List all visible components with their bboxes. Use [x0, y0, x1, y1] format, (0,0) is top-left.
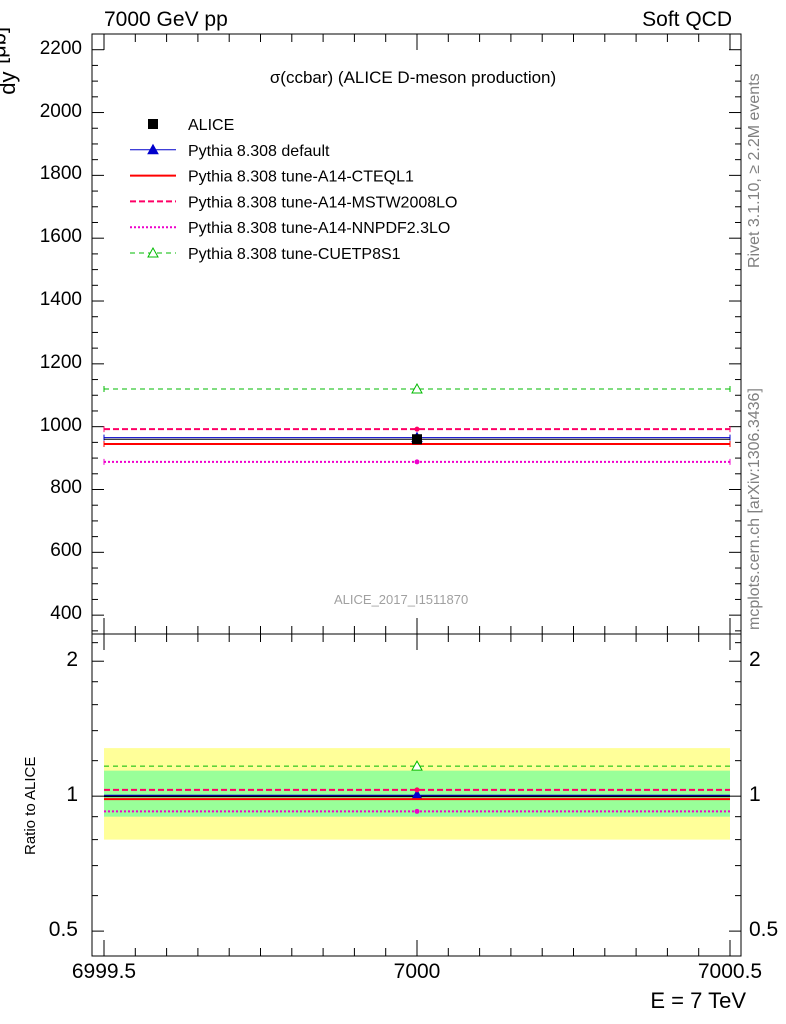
data-point-alice	[412, 434, 422, 445]
header-left: 7000 GeV pp	[104, 8, 228, 31]
legend-label-1: Pythia 8.308 default	[188, 143, 330, 160]
legend: ALICE Pythia 8.308 default Pythia 8.308 tu…	[130, 117, 457, 263]
analysis-watermark: ALICE_2017_I1511870	[334, 592, 469, 607]
main-ytick-label: 1800	[39, 163, 82, 185]
main-panel	[91, 33, 742, 635]
main-ytick-label: 600	[50, 540, 82, 562]
ratio-marker-5	[411, 760, 423, 771]
x-tick-label: 6999.5	[71, 960, 137, 983]
y-label-denominator: dy	[0, 71, 20, 95]
chart-title: σ(ccbar) (ALICE D-meson production)	[269, 68, 557, 87]
legend-label-5: Pythia 8.308 tune-CUETP8S1	[188, 246, 401, 263]
series-marker-2	[414, 426, 420, 432]
ratio-panel	[91, 633, 742, 957]
legend-label-0: ALICE	[188, 117, 234, 134]
main-ytick-label: 2200	[39, 37, 82, 59]
main-ytick-label: 400	[50, 603, 82, 625]
x-tick-label: 7000	[393, 960, 441, 983]
main-ytick-label: 1200	[39, 351, 82, 373]
header-right: Soft QCD	[642, 8, 732, 31]
legend-marker-1	[147, 143, 159, 155]
legend-marker-5	[147, 246, 159, 258]
series-marker-3	[414, 459, 420, 465]
ratio-ytick-label-left: 1	[66, 783, 78, 807]
ratio-ytick-label-left: 2	[66, 648, 78, 672]
legend-label-4: Pythia 8.308 tune-A14-NNPDF2.3LO	[188, 220, 450, 237]
main-ytick-label: 1400	[39, 289, 82, 311]
ratio-ytick-label-left: 0.5	[48, 918, 78, 942]
ratio-marker-3	[414, 787, 420, 793]
legend-label-3: Pythia 8.308 tune-A14-MSTW2008LO	[188, 194, 457, 211]
ratio-ytick-label-right: 1	[749, 783, 761, 807]
main-ytick-label: 1600	[39, 226, 82, 248]
y-label-unit: [μb]	[0, 26, 11, 65]
ratio-ytick-label-right: 2	[749, 648, 761, 672]
legend-label-2: Pythia 8.308 tune-A14-CTEQL1	[188, 169, 414, 186]
ratio-marker-4	[414, 808, 420, 814]
ratio-ytick-label-right: 0.5	[749, 918, 779, 942]
series-marker-4	[411, 382, 423, 394]
x-tick-label: 7000.5	[697, 960, 763, 983]
main-ytick-label: 2000	[39, 100, 82, 122]
main-ytick-label: 800	[50, 477, 82, 499]
x-axis-label: E = 7 TeV	[650, 988, 746, 1013]
main-ytick-label: 1000	[39, 414, 82, 436]
legend-marker-0	[148, 119, 158, 129]
mcplots-label: mcplots.cern.ch [arXiv:1306.3436]	[746, 388, 763, 630]
rivet-label: Rivet 3.1.10, ≥ 2.2M events	[746, 73, 763, 268]
